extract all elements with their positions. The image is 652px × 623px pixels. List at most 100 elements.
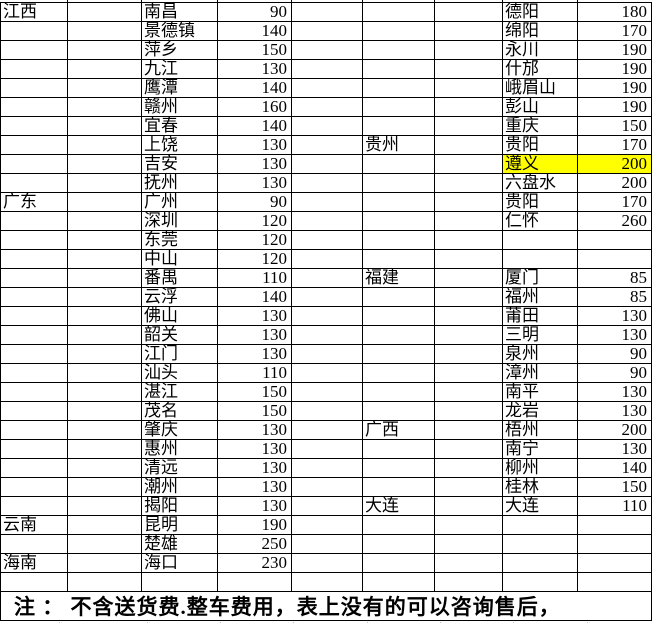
province-cell[interactable] bbox=[363, 288, 435, 307]
city-cell[interactable]: 峨眉山 bbox=[503, 79, 578, 98]
spacer-cell[interactable] bbox=[292, 307, 363, 326]
spacer-cell[interactable] bbox=[68, 288, 142, 307]
city-cell[interactable]: 大连 bbox=[503, 497, 578, 516]
province-cell[interactable] bbox=[363, 231, 435, 250]
spacer-cell[interactable] bbox=[68, 440, 142, 459]
province-cell[interactable] bbox=[363, 193, 435, 212]
city-cell[interactable]: 昆明 bbox=[142, 516, 218, 535]
province-cell[interactable] bbox=[1, 117, 68, 136]
spacer-cell[interactable] bbox=[68, 193, 142, 212]
city-cell[interactable]: 清远 bbox=[142, 459, 218, 478]
city-cell[interactable]: 泉州 bbox=[503, 345, 578, 364]
spacer-cell[interactable] bbox=[68, 554, 142, 573]
province-cell[interactable] bbox=[363, 22, 435, 41]
spacer-cell[interactable] bbox=[435, 497, 503, 516]
spacer-cell[interactable] bbox=[292, 250, 363, 269]
spacer-cell[interactable] bbox=[292, 535, 363, 554]
city-cell[interactable] bbox=[503, 535, 578, 554]
value-cell[interactable]: 140 bbox=[218, 79, 292, 98]
city-cell[interactable]: 惠州 bbox=[142, 440, 218, 459]
province-cell[interactable] bbox=[1, 497, 68, 516]
city-cell[interactable]: 南昌 bbox=[142, 3, 218, 22]
value-cell[interactable] bbox=[578, 516, 652, 535]
value-cell[interactable]: 130 bbox=[218, 307, 292, 326]
spacer-cell[interactable] bbox=[435, 535, 503, 554]
spacer-cell[interactable] bbox=[435, 307, 503, 326]
city-cell[interactable]: 福州 bbox=[503, 288, 578, 307]
spacer-cell[interactable] bbox=[68, 22, 142, 41]
spacer-cell[interactable] bbox=[292, 117, 363, 136]
spacer-cell[interactable] bbox=[68, 3, 142, 22]
city-cell[interactable]: 绵阳 bbox=[503, 22, 578, 41]
city-cell[interactable]: 赣州 bbox=[142, 98, 218, 117]
spacer-cell[interactable] bbox=[292, 497, 363, 516]
spacer-cell[interactable] bbox=[292, 3, 363, 22]
spacer-cell[interactable] bbox=[68, 307, 142, 326]
value-cell[interactable]: 90 bbox=[578, 364, 652, 383]
value-cell[interactable] bbox=[218, 573, 292, 592]
spacer-cell[interactable] bbox=[435, 345, 503, 364]
city-cell[interactable]: 贵阳 bbox=[503, 136, 578, 155]
spacer-cell[interactable] bbox=[292, 155, 363, 174]
spacer-cell[interactable] bbox=[68, 326, 142, 345]
province-cell[interactable] bbox=[1, 364, 68, 383]
spacer-cell[interactable] bbox=[292, 459, 363, 478]
value-cell[interactable]: 130 bbox=[218, 478, 292, 497]
value-cell[interactable] bbox=[578, 231, 652, 250]
spacer-cell[interactable] bbox=[435, 41, 503, 60]
city-cell[interactable]: 湛江 bbox=[142, 383, 218, 402]
province-cell[interactable] bbox=[363, 79, 435, 98]
province-cell[interactable] bbox=[363, 98, 435, 117]
city-cell[interactable]: 鹰潭 bbox=[142, 79, 218, 98]
value-cell[interactable]: 130 bbox=[218, 345, 292, 364]
province-cell[interactable] bbox=[363, 41, 435, 60]
spacer-cell[interactable] bbox=[435, 573, 503, 592]
spacer-cell[interactable] bbox=[292, 79, 363, 98]
value-cell[interactable]: 130 bbox=[218, 174, 292, 193]
province-cell[interactable] bbox=[363, 573, 435, 592]
value-cell[interactable]: 150 bbox=[218, 41, 292, 60]
spacer-cell[interactable] bbox=[292, 478, 363, 497]
spacer-cell[interactable] bbox=[435, 554, 503, 573]
spacer-cell[interactable] bbox=[68, 573, 142, 592]
value-cell[interactable]: 120 bbox=[218, 212, 292, 231]
value-cell[interactable]: 130 bbox=[578, 402, 652, 421]
value-cell[interactable]: 85 bbox=[578, 269, 652, 288]
city-cell[interactable]: 深圳 bbox=[142, 212, 218, 231]
province-cell[interactable] bbox=[1, 98, 68, 117]
province-cell[interactable] bbox=[363, 478, 435, 497]
spacer-cell[interactable] bbox=[68, 231, 142, 250]
city-cell[interactable]: 广州 bbox=[142, 193, 218, 212]
value-cell[interactable]: 130 bbox=[578, 383, 652, 402]
province-cell[interactable]: 贵州 bbox=[363, 136, 435, 155]
spacer-cell[interactable] bbox=[292, 98, 363, 117]
value-cell[interactable]: 130 bbox=[578, 307, 652, 326]
highlighted-city-cell[interactable]: 遵义 bbox=[503, 155, 578, 174]
province-cell[interactable] bbox=[1, 402, 68, 421]
value-cell[interactable]: 130 bbox=[218, 497, 292, 516]
city-cell[interactable]: 永川 bbox=[503, 41, 578, 60]
value-cell[interactable]: 160 bbox=[218, 98, 292, 117]
value-cell[interactable]: 120 bbox=[218, 231, 292, 250]
value-cell[interactable]: 130 bbox=[218, 136, 292, 155]
city-cell[interactable] bbox=[503, 573, 578, 592]
spacer-cell[interactable] bbox=[435, 440, 503, 459]
province-cell[interactable] bbox=[1, 440, 68, 459]
spacer-cell[interactable] bbox=[292, 364, 363, 383]
city-cell[interactable]: 景德镇 bbox=[142, 22, 218, 41]
value-cell[interactable]: 250 bbox=[218, 535, 292, 554]
value-cell[interactable]: 140 bbox=[218, 288, 292, 307]
province-cell[interactable]: 江西 bbox=[1, 3, 68, 22]
spacer-cell[interactable] bbox=[68, 117, 142, 136]
spacer-cell[interactable] bbox=[435, 3, 503, 22]
value-cell[interactable]: 150 bbox=[218, 402, 292, 421]
province-cell[interactable] bbox=[1, 231, 68, 250]
province-cell[interactable] bbox=[1, 60, 68, 79]
spacer-cell[interactable] bbox=[292, 193, 363, 212]
value-cell[interactable]: 110 bbox=[218, 269, 292, 288]
value-cell[interactable]: 130 bbox=[218, 421, 292, 440]
city-cell[interactable]: 六盘水 bbox=[503, 174, 578, 193]
spacer-cell[interactable] bbox=[68, 364, 142, 383]
value-cell[interactable] bbox=[578, 535, 652, 554]
spacer-cell[interactable] bbox=[435, 478, 503, 497]
